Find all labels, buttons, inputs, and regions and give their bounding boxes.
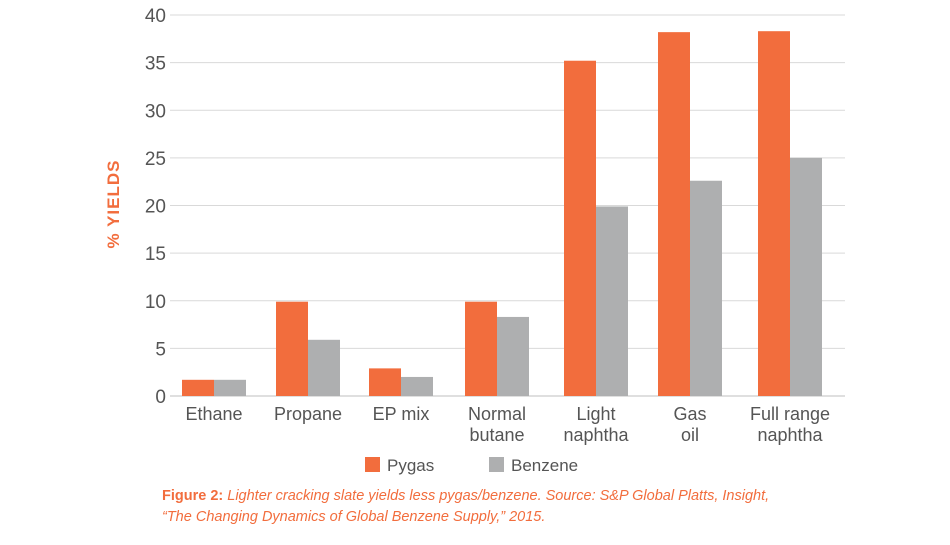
x-category-line: oil (681, 425, 699, 445)
x-category-line: butane (469, 425, 524, 445)
caption-lead: Figure 2: (162, 488, 224, 504)
figure-caption: Figure 2: Lighter cracking slate yields … (162, 486, 922, 528)
bar-pygas (564, 60, 596, 396)
legend: Pygas Benzene (365, 456, 578, 475)
caption-line-1: Figure 2: Lighter cracking slate yields … (162, 486, 922, 507)
bar-benzene (596, 206, 628, 396)
x-category-line: Normal (468, 404, 526, 424)
x-category-label: EP mix (373, 404, 430, 424)
bars (182, 31, 822, 397)
x-category-line: EP mix (373, 404, 430, 424)
x-category-label: Normal butane (468, 404, 526, 445)
caption-text-1: Lighter cracking slate yields less pygas… (227, 488, 770, 504)
bar-pygas (465, 301, 497, 396)
y-tick-label: 30 (145, 101, 166, 122)
bar-benzene (214, 379, 246, 396)
y-axis-ticks: 0 5 10 15 20 25 30 35 40 (145, 6, 166, 408)
x-category-line: naphtha (757, 425, 823, 445)
x-category-label: Light naphtha (563, 404, 629, 445)
bar-pygas (276, 301, 308, 396)
x-category-label: Ethane (185, 404, 242, 424)
bar-pygas (182, 379, 214, 396)
y-axis-label: % YIELDS (104, 160, 123, 249)
bar-benzene (308, 339, 340, 396)
bar-benzene (790, 157, 822, 396)
y-tick-label: 15 (145, 244, 166, 265)
x-category-line: Propane (274, 404, 342, 424)
bar-pygas (758, 31, 790, 396)
x-category-line: naphtha (563, 425, 629, 445)
x-category-line: Light (576, 404, 615, 424)
legend-swatch-pygas (365, 457, 380, 472)
y-tick-label: 20 (145, 197, 166, 218)
x-category-label: Gas oil (673, 404, 706, 445)
legend-swatch-benzene (489, 457, 504, 472)
y-tick-label: 25 (145, 149, 166, 170)
bar-benzene (690, 180, 722, 396)
x-category-label: Propane (274, 404, 342, 424)
y-tick-label: 40 (145, 6, 166, 27)
caption-line-2: “The Changing Dynamics of Global Benzene… (162, 509, 546, 525)
y-tick-label: 5 (155, 339, 166, 360)
bar-pygas (369, 368, 401, 396)
x-category-label: Full range naphtha (750, 404, 830, 445)
bar-benzene (401, 376, 433, 396)
bar-pygas (658, 32, 690, 397)
x-category-line: Full range (750, 404, 830, 424)
x-category-line: Ethane (185, 404, 242, 424)
legend-label-pygas: Pygas (387, 456, 434, 475)
bar-benzene (497, 316, 529, 396)
y-tick-label: 0 (155, 387, 166, 408)
x-category-line: Gas (673, 404, 706, 424)
y-tick-label: 35 (145, 54, 166, 75)
y-tick-label: 10 (145, 292, 166, 313)
legend-label-benzene: Benzene (511, 456, 578, 475)
